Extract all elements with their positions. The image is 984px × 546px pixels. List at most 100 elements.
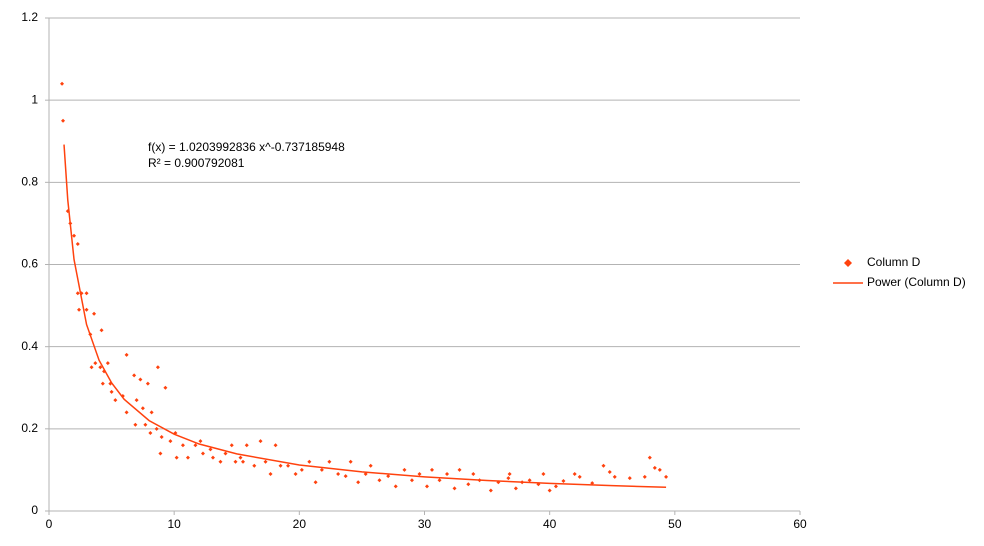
scatter-point [561, 479, 566, 484]
scatter-point [98, 365, 103, 370]
scatter-point [75, 241, 80, 246]
scatter-point [252, 463, 257, 468]
scatter-point [437, 478, 442, 483]
scatter-point [149, 410, 154, 415]
scatter-point [601, 463, 606, 468]
scatter-point [527, 478, 532, 483]
scatter-point [244, 443, 249, 448]
scatter-point [507, 472, 512, 477]
scatter-point [193, 443, 198, 448]
trend-line [63, 144, 667, 489]
legend-swatch [844, 259, 852, 267]
scatter-point [218, 459, 223, 464]
scatter-point [664, 474, 669, 479]
scatter-point [99, 328, 104, 333]
y-tick-label: 0.8 [21, 175, 38, 189]
scatter-point [430, 467, 435, 472]
scatter-point [506, 476, 511, 481]
x-tick-label: 60 [793, 517, 807, 531]
scatter-point [140, 406, 145, 411]
scatter-point [185, 455, 190, 460]
y-tick-label: 0.6 [21, 257, 38, 271]
scatter-point [145, 381, 150, 386]
scatter-point [93, 361, 98, 366]
scatter-point [657, 467, 662, 472]
legend-label: Column D [867, 255, 921, 269]
scatter-point [457, 467, 462, 472]
scatter-point [138, 377, 143, 382]
scatter-point [124, 352, 129, 357]
y-tick-label: 0.2 [21, 421, 38, 435]
scatter-point [343, 474, 348, 479]
scatter-point [319, 467, 324, 472]
scatter-point [61, 118, 66, 123]
scatter-point [75, 291, 80, 296]
scatter-point [158, 451, 163, 456]
y-tick-label: 1 [31, 92, 38, 106]
scatter-point [241, 459, 246, 464]
scatter-point [154, 426, 159, 431]
y-tick-label: 0 [31, 503, 38, 517]
scatter-point [238, 455, 243, 460]
scatter-point [200, 451, 205, 456]
scatter-point [233, 459, 238, 464]
scatter-point [278, 463, 283, 468]
scatter-point [307, 459, 312, 464]
scatter-point [553, 484, 558, 489]
scatter-point [155, 365, 160, 370]
x-tick-label: 50 [668, 517, 682, 531]
scatter-point [77, 307, 82, 312]
scatter-point [180, 443, 185, 448]
scatter-point [132, 373, 137, 378]
scatter-point [348, 459, 353, 464]
scatter-point [293, 472, 298, 477]
scatter-point [627, 476, 632, 481]
scatter-point [642, 474, 647, 479]
scatter-point [652, 465, 657, 470]
x-tick-label: 30 [418, 517, 432, 531]
scatter-point [313, 480, 318, 485]
scatter-point [327, 459, 332, 464]
scatter-point [541, 472, 546, 477]
y-tick-label: 1.2 [21, 10, 38, 24]
scatter-point [168, 439, 173, 444]
scatter-point [84, 291, 89, 296]
scatter-point [89, 365, 94, 370]
scatter-point [268, 472, 273, 477]
scatter-point [417, 472, 422, 477]
scatter-point [425, 484, 430, 489]
scatter-point [258, 439, 263, 444]
scatter-point [133, 422, 138, 427]
scatter-point [84, 307, 89, 312]
x-tick-label: 40 [543, 517, 557, 531]
scatter-point [72, 233, 77, 238]
x-tick-label: 20 [293, 517, 307, 531]
scatter-point [572, 472, 577, 477]
scatter-point [134, 398, 139, 403]
scatter-point [109, 389, 114, 394]
scatter-point [299, 467, 304, 472]
scatter-point [377, 478, 382, 483]
scatter-point [113, 398, 118, 403]
scatter-point [590, 481, 595, 486]
scatter-point [409, 478, 414, 483]
scatter-point [466, 482, 471, 487]
scatter-point [368, 463, 373, 468]
scatter-point [286, 463, 291, 468]
scatter-point [229, 443, 234, 448]
x-tick-label: 10 [167, 517, 181, 531]
scatter-point [198, 439, 203, 444]
scatter-point [577, 474, 582, 479]
scatter-point [393, 484, 398, 489]
legend-label: Power (Column D) [867, 275, 966, 289]
scatter-point [402, 467, 407, 472]
scatter-point [647, 455, 652, 460]
scatter-point [148, 430, 153, 435]
trend-equation: f(x) = 1.0203992836 x^-0.737185948 [148, 140, 345, 154]
scatter-point [452, 486, 457, 491]
scatter-point [163, 385, 168, 390]
scatter-point [60, 81, 65, 86]
trend-r-squared: R² = 0.900792081 [148, 156, 245, 170]
scatter-point [174, 455, 179, 460]
